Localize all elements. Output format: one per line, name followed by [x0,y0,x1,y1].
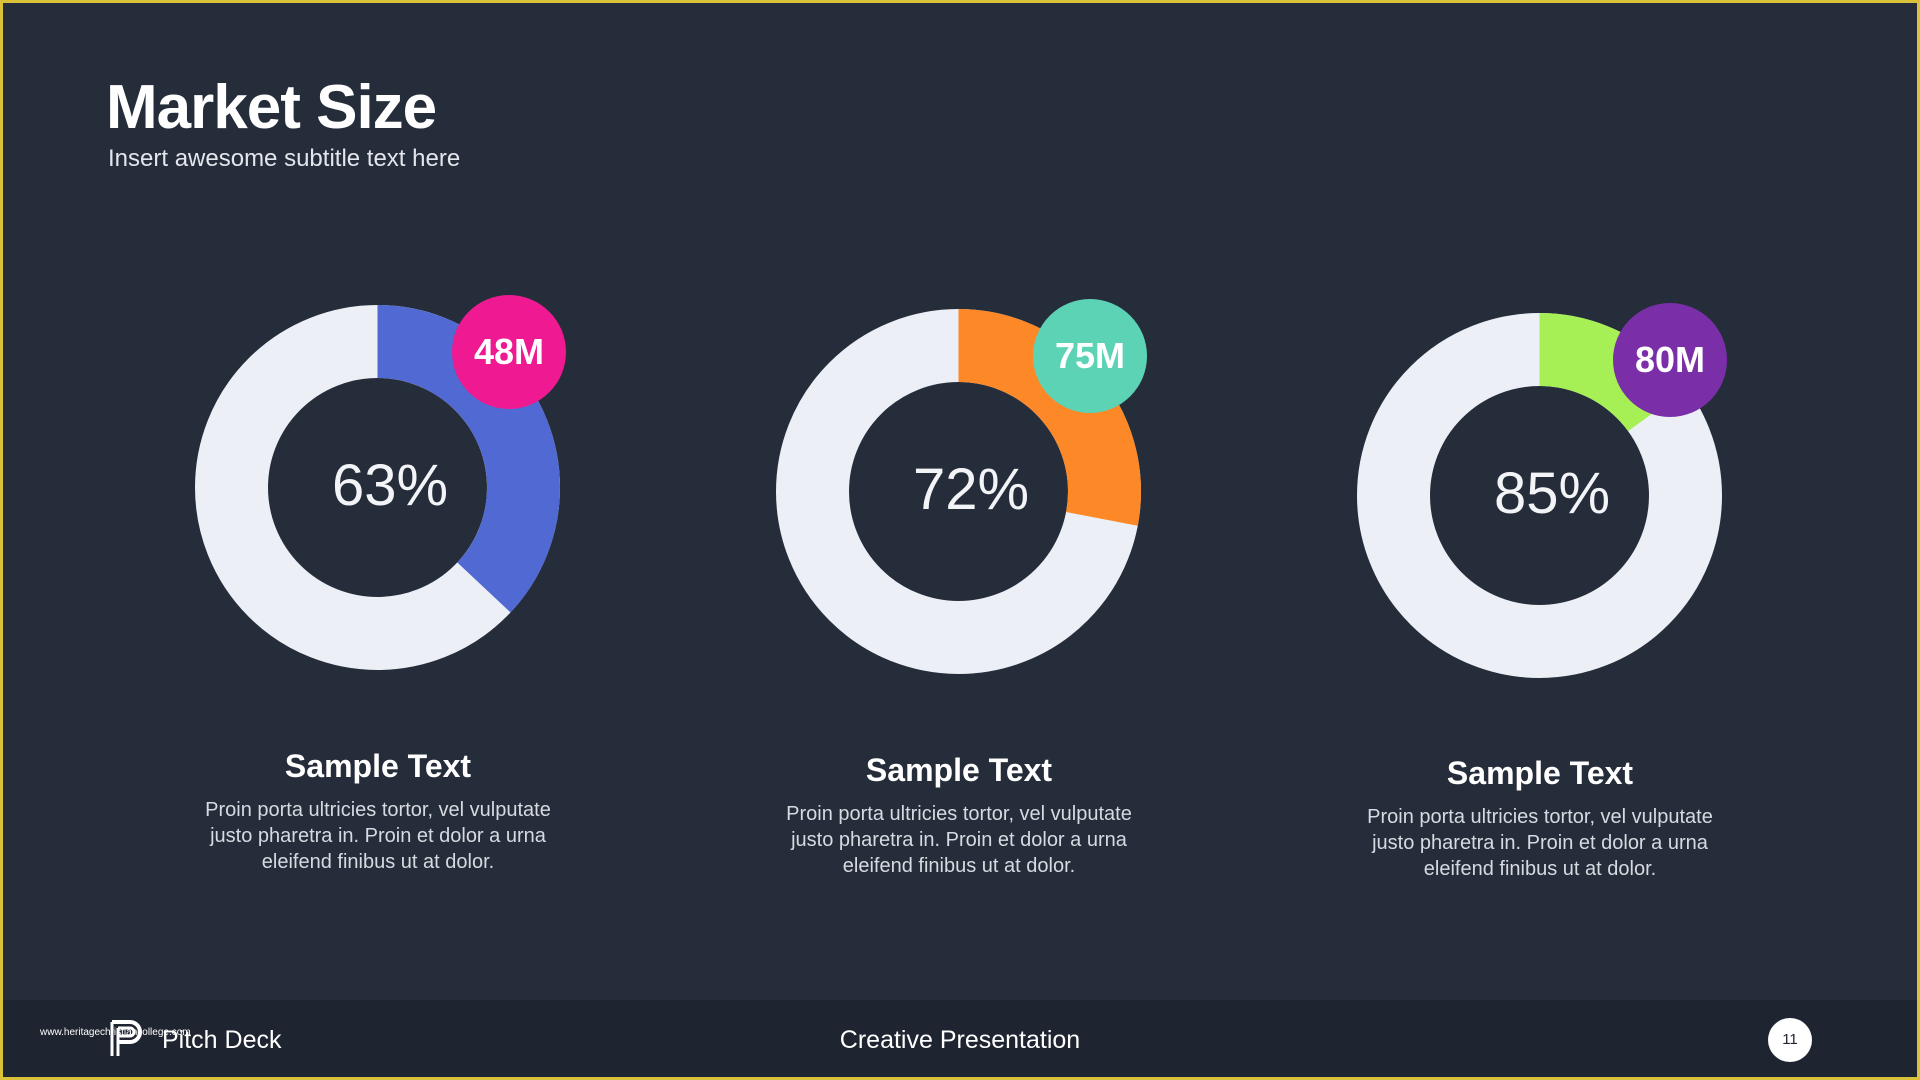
page-subtitle: Insert awesome subtitle text here [108,145,461,172]
card-3: Sample Text Proin porta ultricies tortor… [1330,755,1750,882]
card-2: Sample Text Proin porta ultricies tortor… [749,752,1169,879]
donut-center-label: 63% [331,453,449,518]
card-line: eleifend finibus ut at dolor. [842,855,1076,877]
badge-2: 75M [1033,299,1147,413]
card-body: Proin porta ultricies tortor, vel vulput… [749,801,1169,879]
badge-3: 80M [1613,303,1727,417]
page-number-badge: 11 [1768,1018,1812,1062]
donut-chart-1 [195,305,560,670]
donut-segment [376,305,560,613]
card-heading: Sample Text [1446,755,1634,791]
footer-bar [0,1000,1920,1080]
card-line: Proin porta ultricies tortor, vel vulput… [205,799,551,821]
footer-url: www.heritagechristiancollege.com [40,1027,191,1038]
badge-circle [1613,303,1727,417]
card-line: eleifend finibus ut at dolor. [1423,858,1657,880]
card-heading: Sample Text [865,752,1053,788]
card-line: Proin porta ultricies tortor, vel vulput… [1367,806,1713,828]
card-body: Proin porta ultricies tortor, vel vulput… [168,797,588,875]
p-logo-icon [110,1020,142,1056]
donut-center-label: 85% [1493,461,1611,526]
card-line: justo pharetra in. Proin et dolor a urna [210,825,546,847]
card-heading: Sample Text [284,748,472,784]
badge-label: 75M [1055,335,1125,376]
donut-center-label: 72% [912,457,1030,522]
card-line: justo pharetra in. Proin et dolor a urna [1372,832,1708,854]
badge-1: 48M [452,295,566,409]
badge-circle [452,295,566,409]
card-1: Sample Text Proin porta ultricies tortor… [168,748,588,875]
badge-label: 80M [1635,339,1705,380]
footer-center-text: Creative Presentation [839,1026,1081,1054]
card-body: Proin porta ultricies tortor, vel vulput… [1330,804,1750,882]
badge-label: 48M [474,331,544,372]
page-title: Market Size [106,73,437,142]
badge-circle [1033,299,1147,413]
footer-brand: Pitch Deck [162,1026,282,1054]
card-line: eleifend finibus ut at dolor. [261,851,495,873]
card-line: justo pharetra in. Proin et dolor a urna [791,829,1127,851]
card-line: Proin porta ultricies tortor, vel vulput… [786,803,1132,825]
